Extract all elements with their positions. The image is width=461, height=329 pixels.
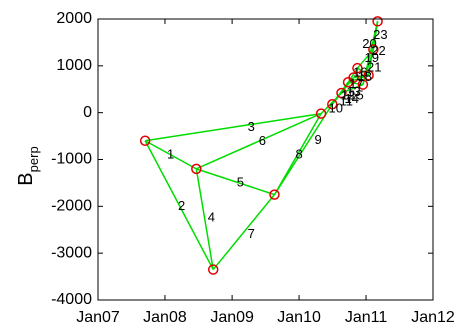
node-marker-n7 (336, 87, 347, 99)
node-marker-n3 (207, 264, 219, 275)
node-marker-n1 (139, 135, 151, 147)
edge-line-3 (145, 112, 322, 142)
edge-label-10: 10 (329, 100, 343, 115)
y-axis-label: Bperp (15, 146, 41, 185)
edge-line-9 (273, 103, 333, 196)
y-tick-label: -4000 (51, 291, 92, 308)
edge-label-2: 2 (178, 198, 185, 213)
edge-label-5: 5 (237, 174, 244, 189)
x-tick-label: Jan09 (210, 309, 254, 326)
node-marker-n5 (315, 108, 327, 119)
x-tick-label: Jan12 (411, 309, 455, 326)
x-tick-label: Jan08 (143, 309, 187, 326)
edge-label-3: 3 (248, 119, 255, 134)
edge-label-8: 8 (295, 146, 302, 161)
y-tick-label: 2000 (56, 10, 92, 27)
acquisition-nodes (139, 16, 383, 275)
edge-label-6: 6 (259, 133, 266, 148)
x-tick-label: Jan11 (345, 309, 388, 326)
edge-label-4: 4 (208, 209, 215, 224)
edge-label-1: 1 (167, 146, 174, 161)
edge-line-2 (144, 140, 214, 270)
x-tick-label: Jan07 (76, 309, 120, 326)
edge-label-9: 9 (315, 132, 322, 147)
edge-line-15 (347, 81, 364, 86)
node-marker-n14 (372, 16, 383, 27)
edge-label-21: 21 (367, 60, 381, 75)
edge-label-12: 12 (341, 88, 355, 103)
edge-label-23: 23 (373, 27, 387, 42)
edge-line-4 (195, 168, 214, 270)
edge-label-11: 11 (339, 93, 353, 108)
edge-label-19: 19 (364, 50, 378, 65)
edge-label-17: 17 (349, 76, 363, 91)
edge-label-14: 14 (344, 91, 358, 106)
x-axis-ticks: Jan07 Jan08 Jan09 Jan10 Jan11 Jan12 (76, 19, 455, 326)
y-tick-label: -3000 (51, 244, 92, 261)
edge-label-15: 15 (349, 88, 363, 103)
node-marker-n9 (348, 72, 359, 83)
node-marker-n6 (327, 98, 338, 110)
y-tick-label: 1000 (56, 57, 92, 74)
edge-label-18: 18 (358, 69, 372, 84)
y-tick-label: -1000 (51, 151, 92, 168)
node-marker-n10 (352, 62, 363, 74)
edge-line-6 (196, 112, 322, 170)
node-marker-n4 (269, 189, 280, 200)
edge-line-1 (144, 140, 197, 170)
plot-area-frame (97, 18, 434, 301)
edge-line-5 (196, 168, 275, 196)
edge-label-13: 13 (346, 84, 360, 99)
edge-label-20: 20 (362, 36, 376, 51)
node-marker-n2 (191, 163, 202, 175)
y-tick-label: 0 (83, 104, 92, 121)
edge-label-16: 16 (353, 64, 367, 79)
edge-label-22: 22 (371, 43, 385, 58)
node-marker-n11 (357, 79, 369, 90)
edge-label-7: 7 (248, 226, 255, 241)
node-marker-n13 (368, 44, 379, 55)
node-marker-n12 (363, 69, 374, 81)
y-tick-label: -2000 (51, 198, 92, 215)
edge-line-7 (212, 194, 276, 271)
edge-line-14 (341, 83, 364, 94)
x-tick-label: Jan10 (277, 309, 321, 326)
y-axis-ticks: 2000 1000 0 -1000 -2000 -3000 -4000 (51, 10, 433, 308)
